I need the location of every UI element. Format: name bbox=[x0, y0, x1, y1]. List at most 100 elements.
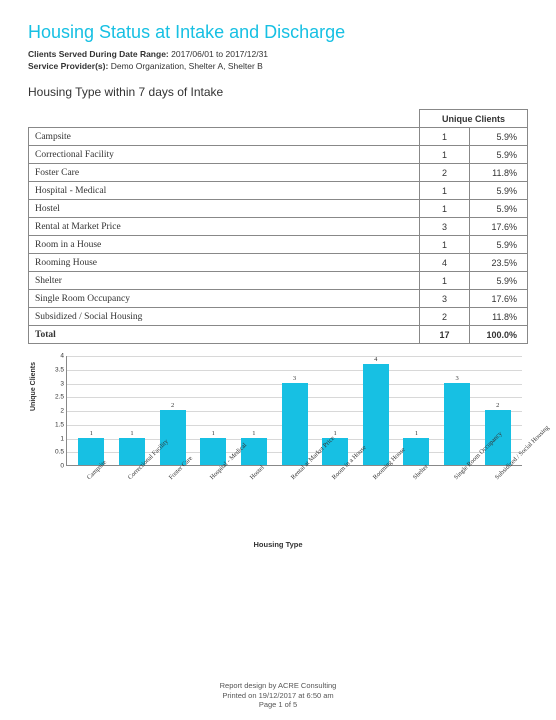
table-row: Rental at Market Price317.6% bbox=[29, 218, 528, 236]
row-label: Shelter bbox=[29, 272, 420, 290]
ytick-label: 0.5 bbox=[55, 449, 64, 456]
table-row: Room in a House15.9% bbox=[29, 236, 528, 254]
row-count: 2 bbox=[420, 164, 470, 182]
bar bbox=[444, 383, 470, 466]
bar-value-label: 1 bbox=[90, 430, 93, 437]
xlabel: Hostel bbox=[233, 468, 274, 538]
table-row: Single Room Occupancy317.6% bbox=[29, 290, 528, 308]
bar bbox=[403, 438, 429, 466]
row-pct: 5.9% bbox=[470, 128, 528, 146]
bar-column: 3 bbox=[437, 356, 478, 465]
report-footer: Report design by ACRE Consulting Printed… bbox=[0, 681, 556, 710]
row-label: Single Room Occupancy bbox=[29, 290, 420, 308]
bar-value-label: 3 bbox=[293, 375, 296, 382]
page-title: Housing Status at Intake and Discharge bbox=[28, 22, 528, 43]
table-row: Hostel15.9% bbox=[29, 200, 528, 218]
table-row: Correctional Facility15.9% bbox=[29, 146, 528, 164]
chart-plot-area: 11211314132 bbox=[66, 356, 522, 466]
row-count: 1 bbox=[420, 128, 470, 146]
ytick-label: 1 bbox=[60, 435, 64, 442]
bar-value-label: 1 bbox=[130, 430, 133, 437]
date-range-value: 2017/06/01 to 2017/12/31 bbox=[171, 49, 268, 59]
row-count: 4 bbox=[420, 254, 470, 272]
table-row: Rooming House423.5% bbox=[29, 254, 528, 272]
bar-value-label: 2 bbox=[496, 402, 499, 409]
row-pct: 23.5% bbox=[470, 254, 528, 272]
ytick-label: 3 bbox=[60, 380, 64, 387]
bar-column: 1 bbox=[71, 356, 112, 465]
row-count: 1 bbox=[420, 236, 470, 254]
ytick-label: 0 bbox=[60, 463, 64, 470]
bar-value-label: 4 bbox=[374, 356, 377, 363]
provider-line: Service Provider(s): Demo Organization, … bbox=[28, 61, 528, 71]
date-range-line: Clients Served During Date Range: 2017/0… bbox=[28, 49, 528, 59]
chart-ylabel: Unique Clients bbox=[30, 362, 37, 411]
xlabel: Campsite bbox=[70, 468, 111, 538]
row-pct: 5.9% bbox=[470, 272, 528, 290]
bar-value-label: 1 bbox=[415, 430, 418, 437]
xlabel: Foster Care bbox=[151, 468, 192, 538]
row-count: 1 bbox=[420, 182, 470, 200]
footer-line3: Page 1 of 5 bbox=[0, 700, 556, 710]
row-count: 3 bbox=[420, 218, 470, 236]
table-row: Campsite15.9% bbox=[29, 128, 528, 146]
row-label: Room in a House bbox=[29, 236, 420, 254]
table-total-row: Total17100.0% bbox=[29, 326, 528, 344]
ytick-label: 2 bbox=[60, 408, 64, 415]
row-pct: 11.8% bbox=[470, 308, 528, 326]
row-label: Hostel bbox=[29, 200, 420, 218]
section-title: Housing Type within 7 days of Intake bbox=[28, 85, 528, 99]
xlabel: Room in a House bbox=[314, 468, 355, 538]
xlabel: Rental at Market Price bbox=[274, 468, 315, 538]
table-row: Subsidized / Social Housing211.8% bbox=[29, 308, 528, 326]
xlabel: Hospital - Medical bbox=[192, 468, 233, 538]
bar-value-label: 1 bbox=[334, 430, 337, 437]
ytick-label: 4 bbox=[60, 353, 64, 360]
ytick-label: 3.5 bbox=[55, 366, 64, 373]
chart-yaxis: 00.511.522.533.54 bbox=[46, 356, 66, 466]
provider-label: Service Provider(s): bbox=[28, 61, 108, 71]
chart-xlabel: Housing Type bbox=[28, 540, 528, 549]
row-pct: 11.8% bbox=[470, 164, 528, 182]
bar-value-label: 1 bbox=[252, 430, 255, 437]
bar-column: 1 bbox=[193, 356, 234, 465]
total-count: 17 bbox=[420, 326, 470, 344]
total-label: Total bbox=[29, 326, 420, 344]
row-label: Campsite bbox=[29, 128, 420, 146]
row-count: 3 bbox=[420, 290, 470, 308]
housing-table: Unique Clients Campsite15.9%Correctional… bbox=[28, 109, 528, 344]
row-label: Rental at Market Price bbox=[29, 218, 420, 236]
row-pct: 17.6% bbox=[470, 290, 528, 308]
chart-bars: 11211314132 bbox=[67, 356, 522, 465]
bar-value-label: 3 bbox=[455, 375, 458, 382]
housing-bar-chart: Unique Clients 0 0.5 1 1.5 2 2.5 3 3.5 4 1 1 2 1 1 3 1… bbox=[28, 356, 528, 561]
total-pct: 100.0% bbox=[470, 326, 528, 344]
row-label: Hospital - Medical bbox=[29, 182, 420, 200]
row-pct: 17.6% bbox=[470, 218, 528, 236]
row-pct: 5.9% bbox=[470, 182, 528, 200]
bar bbox=[241, 438, 267, 466]
table-empty-corner bbox=[29, 110, 420, 128]
provider-value: Demo Organization, Shelter A, Shelter B bbox=[111, 61, 263, 71]
row-count: 1 bbox=[420, 272, 470, 290]
footer-line1: Report design by ACRE Consulting bbox=[0, 681, 556, 691]
footer-line2: Printed on 19/12/2017 at 6:50 am bbox=[0, 691, 556, 701]
xlabel: Subsidized / Social Housing bbox=[477, 468, 518, 538]
chart-xlabels: CampsiteCorrectional FacilityFoster Care… bbox=[66, 468, 522, 538]
row-label: Correctional Facility bbox=[29, 146, 420, 164]
bar-column: 1 bbox=[112, 356, 153, 465]
row-count: 1 bbox=[420, 200, 470, 218]
table-row: Hospital - Medical15.9% bbox=[29, 182, 528, 200]
bar bbox=[282, 383, 308, 466]
ytick-label: 2.5 bbox=[55, 394, 64, 401]
row-pct: 5.9% bbox=[470, 200, 528, 218]
bar bbox=[160, 410, 186, 465]
row-pct: 5.9% bbox=[470, 146, 528, 164]
row-count: 2 bbox=[420, 308, 470, 326]
xlabel: Correctional Facility bbox=[111, 468, 152, 538]
row-label: Rooming House bbox=[29, 254, 420, 272]
row-label: Foster Care bbox=[29, 164, 420, 182]
table-header-unique: Unique Clients bbox=[420, 110, 528, 128]
table-row: Shelter15.9% bbox=[29, 272, 528, 290]
ytick-label: 1.5 bbox=[55, 421, 64, 428]
